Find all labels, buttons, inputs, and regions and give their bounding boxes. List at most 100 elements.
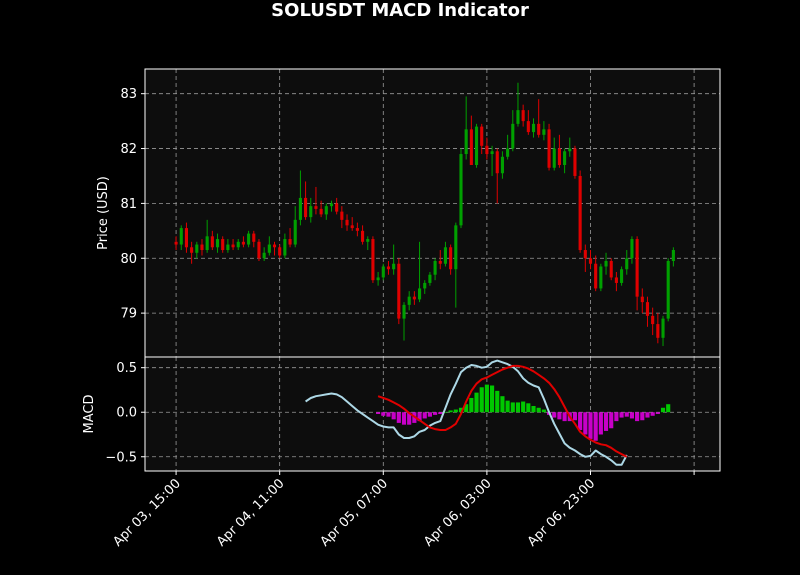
candle-body-28 bbox=[319, 208, 323, 215]
histogram-bar-52 bbox=[645, 412, 650, 418]
candle-body-37 bbox=[366, 239, 370, 242]
candle-body-34 bbox=[350, 225, 354, 229]
candle-body-48 bbox=[423, 282, 427, 289]
histogram-bar-48 bbox=[624, 412, 629, 417]
candle-body-81 bbox=[594, 263, 598, 289]
price-ytick-label-2: 81 bbox=[120, 197, 137, 212]
price-ylabel: Price (USD) bbox=[96, 176, 111, 250]
histogram-bar-25 bbox=[505, 400, 510, 413]
candle-body-47 bbox=[417, 288, 422, 300]
candle-body-92 bbox=[651, 315, 655, 325]
candle-body-8 bbox=[215, 239, 220, 248]
candle-body-67 bbox=[521, 110, 525, 122]
histogram-bar-3 bbox=[391, 412, 396, 420]
histogram-bar-17 bbox=[464, 404, 469, 413]
histogram-bar-28 bbox=[521, 401, 526, 413]
candle-body-38 bbox=[371, 239, 375, 281]
candle-body-91 bbox=[645, 302, 650, 316]
x-tick-label-3: Apr 06, 03:00 bbox=[421, 476, 494, 549]
candle-body-72 bbox=[547, 129, 551, 168]
histogram-bar-38 bbox=[572, 412, 578, 421]
histogram-bar-36 bbox=[562, 412, 567, 422]
histogram-bar-53 bbox=[650, 412, 655, 416]
candle-body-59 bbox=[480, 126, 484, 146]
candle-body-71 bbox=[542, 129, 546, 135]
candle-body-53 bbox=[449, 247, 453, 270]
candle-body-27 bbox=[314, 206, 318, 209]
histogram-bar-47 bbox=[619, 412, 624, 418]
candle-body-16 bbox=[257, 241, 261, 259]
histogram-bar-13 bbox=[443, 412, 448, 413]
x-tick-label-4: Apr 06, 23:00 bbox=[525, 476, 598, 549]
macd-ylabel: MACD bbox=[82, 395, 97, 434]
histogram-bar-39 bbox=[578, 412, 583, 431]
macd-ytick-label-2: 0.5 bbox=[116, 361, 137, 376]
candle-body-85 bbox=[614, 277, 618, 283]
histogram-bar-54 bbox=[655, 412, 660, 414]
candle-body-94 bbox=[661, 318, 665, 338]
candle-body-20 bbox=[278, 247, 282, 256]
price-ytick-label-0: 79 bbox=[120, 307, 137, 322]
candle-body-43 bbox=[397, 263, 401, 319]
histogram-bar-49 bbox=[629, 412, 635, 419]
macd-line bbox=[305, 359, 628, 466]
histogram-bar-44 bbox=[603, 412, 609, 431]
candle-body-35 bbox=[355, 228, 359, 231]
candle-body-31 bbox=[335, 203, 339, 212]
histogram-bar-9 bbox=[422, 412, 427, 419]
histogram-bar-56 bbox=[666, 404, 671, 413]
histogram-bar-43 bbox=[598, 412, 603, 435]
candle-body-62 bbox=[495, 151, 499, 174]
signal-line bbox=[377, 364, 628, 458]
candle-body-73 bbox=[552, 148, 556, 168]
candle-body-74 bbox=[557, 148, 561, 165]
histogram-bar-34 bbox=[552, 412, 557, 418]
chart-title: SOLUSDT MACD Indicator bbox=[271, 0, 529, 21]
candle-body-76 bbox=[568, 148, 572, 152]
histogram-bar-27 bbox=[515, 402, 521, 413]
candle-body-41 bbox=[386, 266, 391, 270]
candle-body-30 bbox=[329, 203, 334, 207]
candle-body-5 bbox=[200, 244, 204, 251]
histogram-bar-41 bbox=[588, 412, 593, 439]
x-tick-label-0: Apr 03, 15:00 bbox=[110, 476, 183, 549]
candle-body-51 bbox=[438, 261, 442, 264]
histogram-bar-4 bbox=[396, 412, 401, 423]
candle-body-63 bbox=[500, 156, 504, 174]
candle-body-22 bbox=[288, 239, 292, 245]
macd-plot-area bbox=[145, 357, 720, 471]
candle-body-89 bbox=[635, 239, 639, 297]
candle-body-3 bbox=[190, 247, 194, 253]
candle-body-70 bbox=[537, 123, 541, 135]
candle-body-58 bbox=[474, 126, 479, 165]
histogram-bar-24 bbox=[500, 396, 505, 413]
candle-body-88 bbox=[630, 239, 634, 259]
histogram-bar-5 bbox=[401, 412, 407, 425]
candle-body-77 bbox=[573, 148, 577, 176]
candle-body-18 bbox=[267, 244, 271, 253]
histogram-bar-1 bbox=[381, 412, 386, 416]
macd-frame bbox=[144, 356, 721, 472]
candle-body-42 bbox=[392, 263, 396, 270]
candle-body-95 bbox=[666, 261, 670, 319]
histogram-bar-6 bbox=[407, 412, 412, 425]
candle-body-83 bbox=[604, 261, 608, 267]
candle-body-54 bbox=[454, 225, 458, 270]
histogram-bar-0 bbox=[376, 412, 381, 414]
candle-body-75 bbox=[563, 151, 567, 165]
price-ytick-label-1: 80 bbox=[120, 252, 137, 267]
histogram-bar-11 bbox=[433, 412, 438, 415]
candle-body-64 bbox=[506, 148, 510, 157]
candle-body-40 bbox=[381, 266, 385, 278]
candle-body-2 bbox=[184, 228, 188, 248]
histogram-bar-10 bbox=[427, 412, 432, 417]
histogram-bar-23 bbox=[495, 390, 500, 413]
candle-body-19 bbox=[272, 244, 277, 248]
histogram-bar-31 bbox=[536, 407, 541, 413]
candle-body-69 bbox=[531, 123, 536, 133]
candle-body-44 bbox=[402, 304, 406, 319]
candle-body-49 bbox=[428, 274, 432, 283]
candle-body-46 bbox=[412, 296, 416, 300]
